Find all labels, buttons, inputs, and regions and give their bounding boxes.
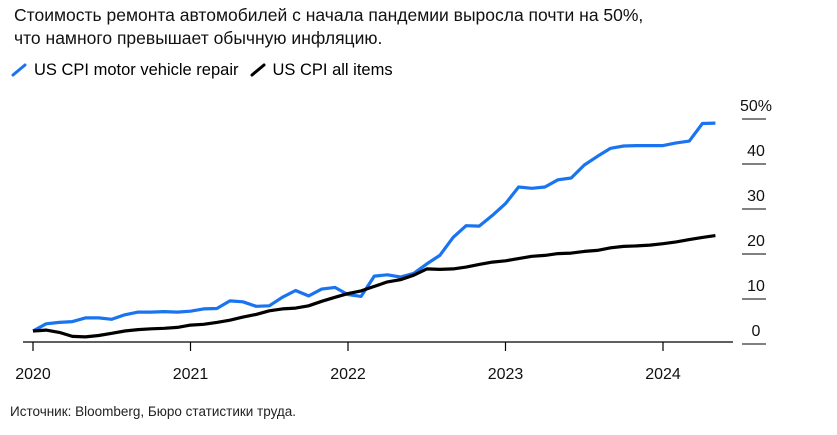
x-tick-label: 2022 <box>330 366 366 383</box>
legend-label-motor-vehicle-repair: US CPI motor vehicle repair <box>34 60 239 79</box>
y-tick-label: 20 <box>747 233 765 250</box>
chart-title-line-2: что намного превышает обычную инфляцию. <box>14 28 383 48</box>
x-tick-label: 2024 <box>645 366 681 383</box>
x-tick-label: 2021 <box>173 366 209 383</box>
y-tick-label: 40 <box>747 143 765 160</box>
series-line-motor-vehicle-repair <box>32 121 716 333</box>
x-tick-label: 2023 <box>488 366 524 383</box>
legend-swatch-motor-vehicle-repair <box>11 63 27 77</box>
y-tick-label: 50% <box>740 98 772 115</box>
chart-legend: US CPI motor vehicle repair US CPI all i… <box>10 59 403 81</box>
series-line-all-items <box>32 234 716 339</box>
legend-item-motor-vehicle-repair: US CPI motor vehicle repair <box>10 61 239 80</box>
legend-label-all-items: US CPI all items <box>272 60 393 79</box>
y-tick-label: 30 <box>747 188 765 205</box>
y-tick-label: 0 <box>752 323 761 340</box>
legend-item-all-items: US CPI all items <box>249 61 393 80</box>
chart-title: Стоимость ремонта автомобилей с начала п… <box>14 4 814 50</box>
y-tick-label: 10 <box>747 278 765 295</box>
source-note: Источник: Bloomberg, Бюро статистики тру… <box>10 404 297 419</box>
chart-title-line-1: Стоимость ремонта автомобилей с начала п… <box>14 5 644 25</box>
legend-swatch-all-items <box>250 63 265 77</box>
line-chart: 2020 2021 2022 2023 2024 0 10 20 30 40 50% <box>15 98 772 383</box>
x-tick-label: 2020 <box>15 366 51 383</box>
